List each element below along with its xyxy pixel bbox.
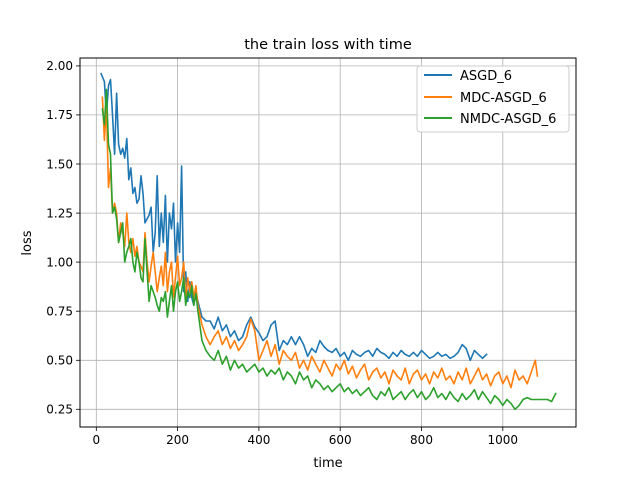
y-tick-label: 0.25: [46, 403, 73, 417]
legend-label-mdc-asgd-6: MDC-ASGD_6: [460, 91, 547, 106]
legend-label-asgd-6: ASGD_6: [460, 69, 512, 84]
x-tick-label: 1000: [488, 433, 519, 447]
x-axis-ticks: 0 200 400 600 800 1000: [92, 427, 518, 447]
y-tick-label: 0.75: [46, 305, 73, 319]
x-tick-label: 0: [92, 433, 100, 447]
series-line-nmdc-asgd-6: [101, 88, 557, 411]
chart-title: the train loss with time: [244, 37, 412, 53]
legend-label-nmdc-asgd-6: NMDC-ASGD_6: [460, 112, 556, 127]
x-axis-label: time: [313, 456, 342, 471]
y-tick-label: 1.00: [46, 255, 73, 269]
x-tick-label: 600: [329, 433, 352, 447]
y-tick-label: 0.50: [46, 354, 73, 368]
y-tick-label: 2.00: [46, 59, 73, 73]
gridlines: [80, 58, 576, 427]
legend: ASGD_6 MDC-ASGD_6 NMDC-ASGD_6: [416, 65, 570, 133]
x-tick-label: 800: [410, 433, 433, 447]
y-axis-ticks: 0.25 0.50 0.75 1.00 1.25 1.50 1.75 2.00: [46, 59, 80, 417]
x-tick-label: 400: [247, 433, 270, 447]
plot-frame: [79, 57, 577, 428]
y-tick-label: 1.25: [46, 206, 73, 220]
legend-box: [416, 65, 570, 133]
series-layer: [100, 72, 557, 411]
x-tick-label: 200: [166, 433, 189, 447]
y-tick-label: 1.75: [46, 108, 73, 122]
series-line-asgd-6: [100, 72, 488, 362]
y-tick-label: 1.50: [46, 157, 73, 171]
y-axis-label: loss: [20, 230, 35, 255]
